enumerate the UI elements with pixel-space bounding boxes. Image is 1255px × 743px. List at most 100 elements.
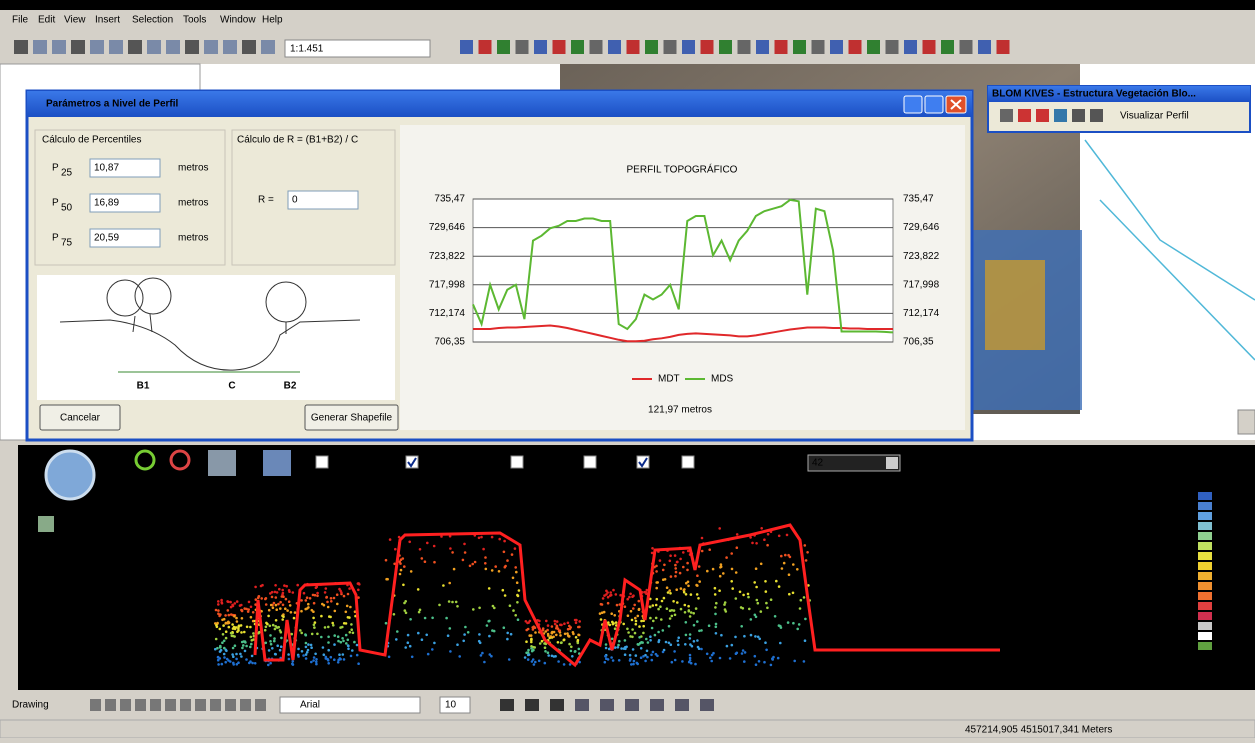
font-size[interactable]: 10: [445, 700, 457, 711]
toolbar-button[interactable]: [608, 40, 621, 54]
toolbar-button[interactable]: [571, 40, 584, 54]
zoom-out-button[interactable]: [169, 449, 191, 471]
toolbar-button[interactable]: [497, 40, 510, 54]
button-label[interactable]: Cancelar: [60, 413, 101, 424]
toolbar-button[interactable]: [14, 40, 28, 54]
draw-tool[interactable]: [90, 699, 101, 711]
toolbar-button[interactable]: [33, 40, 47, 54]
scale-box[interactable]: [284, 39, 431, 58]
checkbox-label[interactable]: MDT: [600, 457, 622, 468]
draw-tool[interactable]: [135, 699, 146, 711]
toolbar-button[interactable]: [223, 40, 237, 54]
menu-item[interactable]: View: [64, 15, 86, 26]
menu-item[interactable]: Window: [220, 15, 256, 26]
toolbar-button[interactable]: [922, 40, 936, 54]
toolbar-button[interactable]: [700, 40, 714, 54]
dropdown-value[interactable]: 42: [812, 458, 824, 469]
toolbar-button[interactable]: [848, 40, 862, 54]
toolbar-button[interactable]: [626, 40, 640, 54]
format-tool[interactable]: [500, 699, 514, 711]
toolbar-button[interactable]: [204, 40, 218, 54]
toolbar-button[interactable]: [737, 40, 751, 54]
view-button[interactable]: [208, 450, 236, 476]
button[interactable]: [39, 404, 121, 431]
tool-button[interactable]: [1054, 109, 1067, 122]
dropdown[interactable]: [807, 454, 901, 472]
format-tool[interactable]: [650, 699, 664, 711]
toolbar-button[interactable]: [109, 40, 123, 54]
text-input[interactable]: [89, 158, 161, 178]
tool-button[interactable]: [1090, 109, 1103, 122]
draw-tool[interactable]: [165, 699, 176, 711]
toolbar-button[interactable]: [71, 40, 85, 54]
checkbox[interactable]: [315, 455, 329, 469]
tool-button[interactable]: [1036, 109, 1049, 122]
toolbar-button[interactable]: [242, 40, 256, 54]
format-tool[interactable]: [600, 699, 614, 711]
toolbar-button[interactable]: [663, 40, 677, 54]
toolbar-button[interactable]: [460, 40, 473, 54]
draw-tool[interactable]: [255, 699, 266, 711]
format-tool[interactable]: [700, 699, 714, 711]
format-tool[interactable]: [625, 699, 639, 711]
toolbar-button[interactable]: [515, 40, 529, 54]
toolbar-label[interactable]: Drawing: [12, 700, 49, 711]
minimize-button[interactable]: [903, 95, 923, 114]
toolbar-button[interactable]: [645, 40, 658, 54]
toolbar-button[interactable]: [941, 40, 954, 54]
text-input[interactable]: [287, 190, 359, 210]
checkbox-label[interactable]: Visualizar TIN: [332, 457, 394, 468]
toolbar-button[interactable]: [52, 40, 66, 54]
checkbox[interactable]: [510, 455, 524, 469]
toolbar-button[interactable]: [867, 40, 880, 54]
menu-item[interactable]: Edit: [38, 15, 55, 26]
draw-tool[interactable]: [105, 699, 116, 711]
format-tool[interactable]: [525, 699, 539, 711]
toolbar-button[interactable]: [904, 40, 917, 54]
toolbar-button[interactable]: [719, 40, 732, 54]
draw-tool[interactable]: [180, 699, 191, 711]
checkbox-label[interactable]: P. Retorno: [698, 457, 745, 468]
checkbox-label[interactable]: Visualizar Perfil: [422, 457, 491, 468]
font-name[interactable]: Arial: [300, 700, 320, 711]
zoom-in-button[interactable]: [134, 449, 156, 471]
draw-tool[interactable]: [150, 699, 161, 711]
toolbar-button[interactable]: [996, 40, 1010, 54]
maximize-button[interactable]: [924, 95, 944, 114]
navigation-wheel[interactable]: [44, 449, 96, 501]
text-input[interactable]: [89, 228, 161, 248]
checkbox[interactable]: [681, 455, 695, 469]
scroll-button[interactable]: [1237, 409, 1255, 435]
tool-button[interactable]: [1018, 109, 1031, 122]
button-label[interactable]: Generar Shapefile: [311, 413, 393, 424]
side-button-label[interactable]: Visualizar Perfil: [1120, 111, 1189, 122]
menu-item[interactable]: Selection: [132, 15, 173, 26]
toolbar-button[interactable]: [589, 40, 603, 54]
toolbar-button[interactable]: [478, 40, 492, 54]
toolbar-button[interactable]: [552, 40, 566, 54]
button[interactable]: [304, 404, 399, 431]
font-box[interactable]: [279, 696, 421, 714]
format-tool[interactable]: [575, 699, 589, 711]
toolbar-button[interactable]: [147, 40, 161, 54]
dropdown-arrow[interactable]: [886, 457, 898, 469]
checkbox-label[interactable]: MDS: [653, 457, 676, 468]
menu-item[interactable]: Help: [262, 15, 283, 26]
format-tool[interactable]: [675, 699, 689, 711]
toolbar-button[interactable]: [885, 40, 899, 54]
checkbox-label[interactable]: Ver Ejes: [527, 457, 564, 468]
toolbar-button[interactable]: [978, 40, 991, 54]
toolbar-button[interactable]: [185, 40, 199, 54]
toolbar-button[interactable]: [793, 40, 806, 54]
toolbar-button[interactable]: [811, 40, 825, 54]
menu-item[interactable]: File: [12, 15, 29, 26]
draw-tool[interactable]: [210, 699, 221, 711]
toolbar-button[interactable]: [959, 40, 973, 54]
toolbar-button[interactable]: [261, 40, 275, 54]
draw-tool[interactable]: [195, 699, 206, 711]
toolbar-button[interactable]: [534, 40, 547, 54]
menu-item[interactable]: Insert: [95, 15, 120, 26]
view-button[interactable]: [263, 450, 291, 476]
toolbar-button[interactable]: [830, 40, 843, 54]
draw-tool[interactable]: [120, 699, 131, 711]
